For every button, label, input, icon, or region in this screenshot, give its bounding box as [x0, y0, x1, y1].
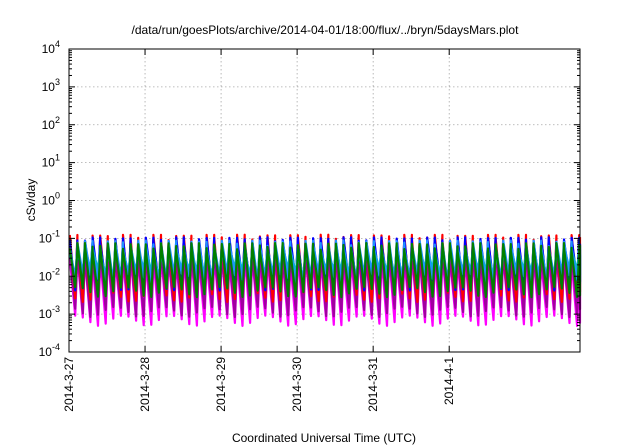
y-axis: 104 103 102 101 100 10-1 10-2 10-3 10-4	[39, 39, 580, 359]
y-tick-label: 10-1	[39, 228, 60, 245]
x-tick-label: 2014-3-29	[214, 357, 228, 412]
x-axis: 2014-3-27 2014-3-28 2014-3-29 2014-3-30 2014…	[62, 49, 456, 412]
y-tick-label: 101	[42, 153, 60, 170]
x-tick-label: 2014-4-1	[442, 357, 456, 405]
x-tick-label: 2014-3-31	[366, 357, 380, 412]
x-axis-label: Coordinated Universal Time (UTC)	[232, 431, 416, 445]
series-line	[68, 242, 582, 299]
x-tick-label: 2014-3-30	[290, 357, 304, 412]
y-tick-label: 10-4	[39, 342, 60, 359]
y-axis-label: cSv/day	[24, 179, 38, 222]
chart-title: /data/run/goesPlots/archive/2014-04-01/1…	[132, 23, 520, 37]
y-tick-label: 100	[42, 191, 60, 208]
series-group	[68, 233, 582, 327]
y-tick-label: 10-3	[39, 304, 60, 321]
y-tick-label: 103	[42, 77, 60, 94]
x-tick-label: 2014-3-27	[62, 357, 76, 412]
y-tick-label: 104	[42, 39, 60, 56]
y-tick-label: 10-2	[39, 266, 60, 283]
y-tick-label: 102	[42, 115, 60, 132]
x-tick-label: 2014-3-28	[138, 357, 152, 412]
